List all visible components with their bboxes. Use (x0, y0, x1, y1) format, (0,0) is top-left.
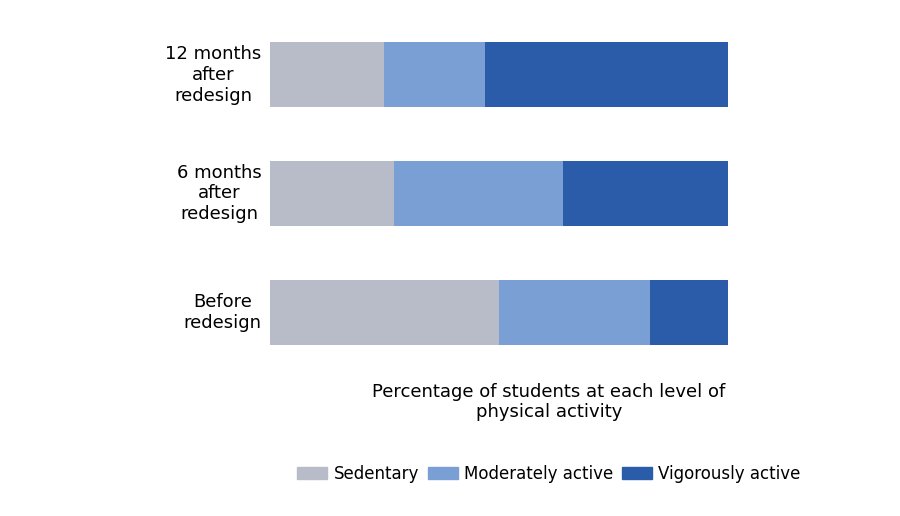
Bar (562, 161, 727, 226)
Bar (270, 42, 384, 107)
Bar (270, 161, 393, 226)
Bar (270, 280, 499, 345)
Bar (393, 161, 562, 226)
Bar (499, 280, 650, 345)
Bar (384, 42, 485, 107)
Legend: Sedentary, Moderately active, Vigorously active: Sedentary, Moderately active, Vigorously… (291, 458, 807, 490)
Bar (485, 42, 727, 107)
X-axis label: Percentage of students at each level of
physical activity: Percentage of students at each level of … (373, 383, 725, 422)
Bar (650, 280, 727, 345)
